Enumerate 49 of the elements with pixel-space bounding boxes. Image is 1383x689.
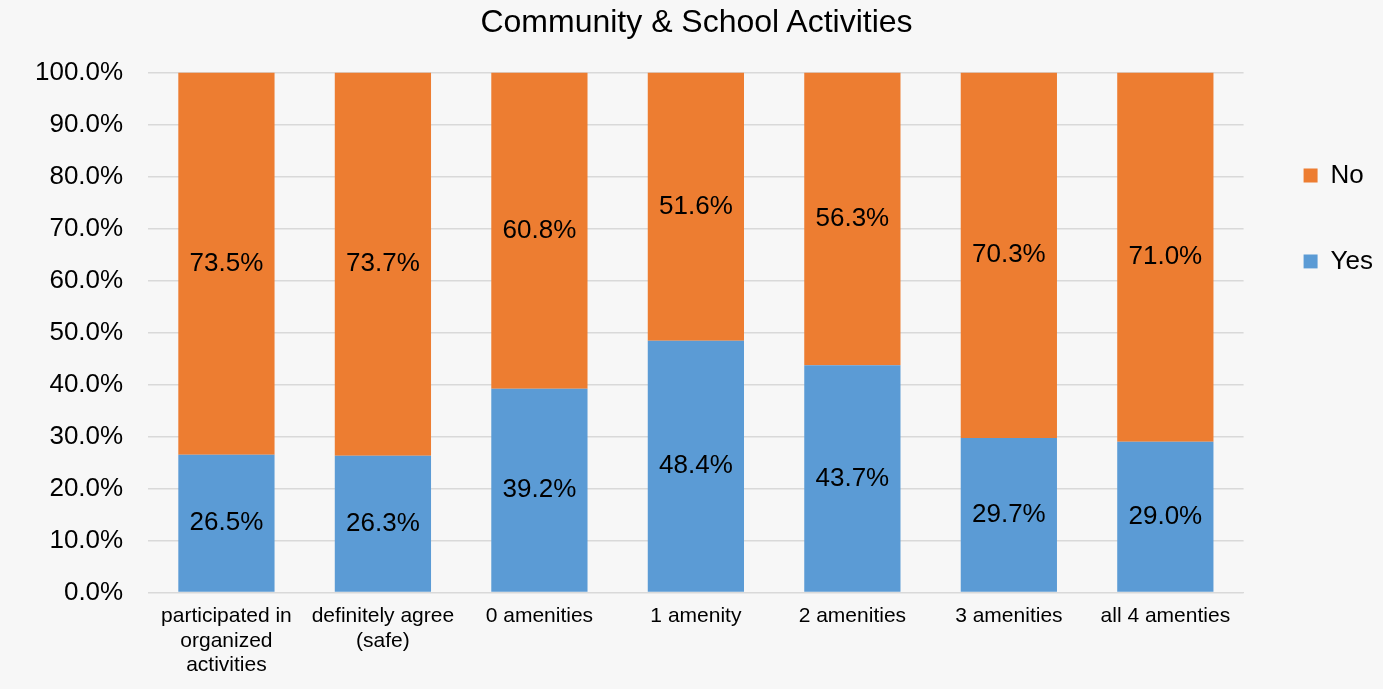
y-tick-label: 90.0% [49, 107, 124, 138]
bar [804, 72, 901, 366]
y-tick-label: 80.0% [49, 159, 124, 190]
data-label: 26.3% [346, 506, 420, 537]
y-tick-label: 60.0% [49, 263, 124, 294]
bar [334, 72, 432, 456]
y-tick-label: 70.0% [49, 211, 124, 242]
x-tick-label: 0 amenities [485, 603, 594, 627]
bar [1117, 441, 1214, 592]
x-tick-label: 3 amenities [955, 603, 1063, 627]
x-tick-label: all 4 amenties [1100, 603, 1231, 627]
y-tick-label: 100.0% [34, 55, 124, 86]
legend-label: Yes [1330, 244, 1374, 275]
y-tick-label: 30.0% [49, 419, 124, 450]
bar [1117, 72, 1214, 442]
bar [178, 72, 275, 455]
data-label: 29.7% [971, 498, 1046, 529]
y-tick-label: 10.0% [49, 523, 124, 554]
data-label: 70.3% [971, 238, 1046, 269]
y-tick-label: 40.0% [49, 367, 124, 398]
data-label: 39.2% [502, 473, 577, 504]
bar [960, 438, 1057, 592]
data-label: 51.6% [659, 189, 733, 220]
bar [491, 388, 588, 592]
x-tick-label: participated in organized activities [161, 603, 292, 675]
x-tick-label: 1 amenity [650, 603, 742, 627]
chart-title: Community & School Activities [480, 3, 913, 40]
bar [178, 454, 275, 592]
data-label: 48.4% [659, 449, 733, 480]
y-tick-label: 20.0% [49, 471, 124, 502]
bar [491, 72, 588, 389]
x-tick-label: definitely agree (safe) [311, 603, 455, 651]
legend-label: No [1330, 158, 1364, 189]
y-tick-label: 0.0% [63, 575, 124, 606]
bar [647, 340, 744, 592]
x-tick-label: 2 amenities [798, 603, 907, 627]
bar [960, 72, 1057, 439]
data-label: 73.5% [189, 246, 264, 277]
data-label: 71.0% [1128, 240, 1203, 271]
bar [804, 365, 901, 592]
data-label: 29.0% [1128, 499, 1203, 530]
data-label: 60.8% [502, 213, 577, 244]
data-label: 73.7% [346, 247, 420, 278]
bar [647, 72, 744, 341]
data-label: 56.3% [815, 201, 890, 232]
bar [334, 455, 432, 592]
data-label: 43.7% [815, 461, 890, 492]
y-tick-label: 50.0% [49, 315, 124, 346]
data-label: 26.5% [189, 506, 264, 537]
